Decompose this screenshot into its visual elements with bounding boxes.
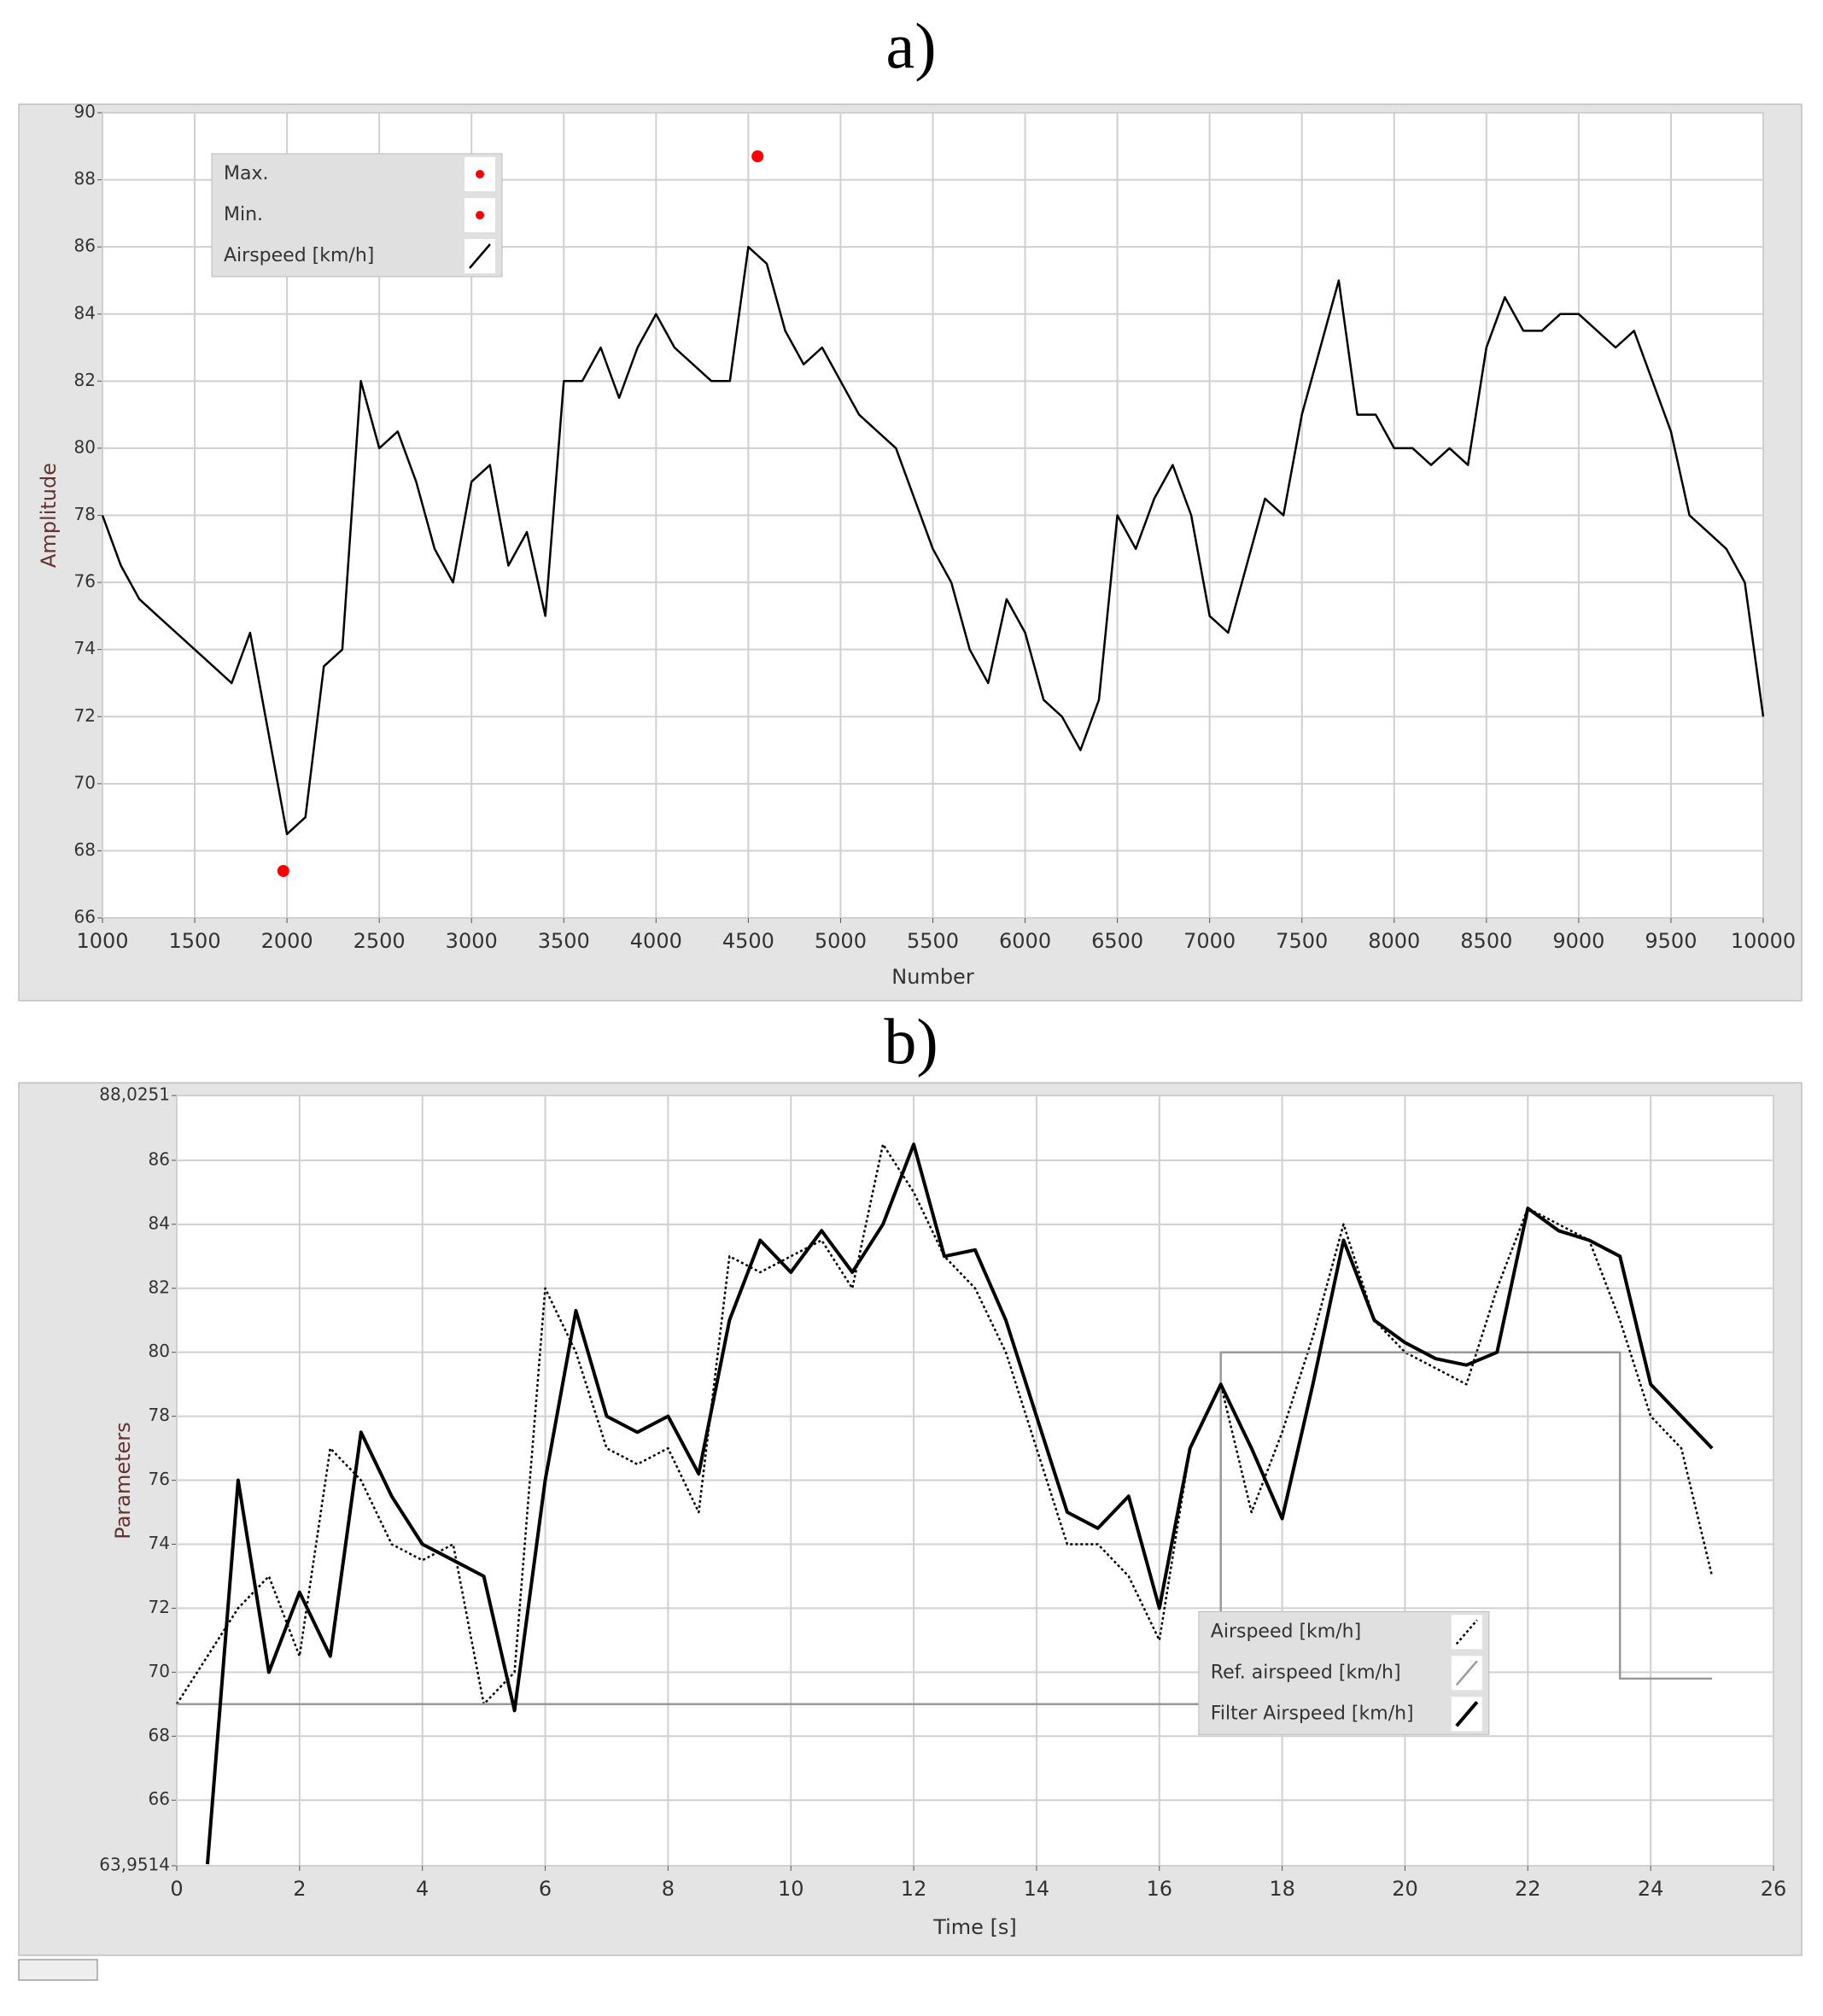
series-line bbox=[101, 245, 1765, 836]
y-tick-label: 76 bbox=[74, 571, 96, 592]
series-line bbox=[175, 1142, 1714, 1706]
legend-swatch bbox=[476, 170, 484, 178]
y-axis-label: Parameters bbox=[111, 1422, 135, 1539]
legend-swatch bbox=[476, 211, 484, 219]
y-tick-label: 76 bbox=[149, 1469, 170, 1489]
x-tick-label: 24 bbox=[1638, 1877, 1664, 1901]
legend-swatch bbox=[469, 243, 491, 269]
button[interactable] bbox=[18, 1959, 98, 1981]
x-tick-label: 2 bbox=[293, 1877, 306, 1901]
y-tick-label: 74 bbox=[149, 1533, 170, 1553]
series-line bbox=[206, 1142, 1714, 1865]
chart-title: b) bbox=[884, 1006, 938, 1078]
y-tick-label: 86 bbox=[74, 236, 96, 256]
x-tick-label: 7000 bbox=[1183, 929, 1236, 953]
x-tick-label: 14 bbox=[1024, 1877, 1050, 1901]
y-tick-label: 70 bbox=[149, 1661, 170, 1681]
x-tick-label: 3500 bbox=[538, 929, 590, 953]
x-tick-label: 9500 bbox=[1645, 929, 1697, 953]
x-tick-label: 6 bbox=[539, 1877, 552, 1901]
chart-title: a) bbox=[885, 10, 936, 82]
y-tick-label: 86 bbox=[149, 1148, 170, 1169]
x-tick-label: 22 bbox=[1515, 1877, 1541, 1901]
legend-label: Filter Airspeed [km/h] bbox=[1211, 1703, 1414, 1724]
x-tick-label: 1500 bbox=[169, 929, 221, 953]
x-tick-label: 6000 bbox=[999, 929, 1051, 953]
y-tick-label: 78 bbox=[149, 1405, 170, 1425]
y-tick-label: 82 bbox=[149, 1277, 170, 1297]
y-tick-label: 78 bbox=[74, 504, 96, 524]
y-tick-label: 74 bbox=[74, 638, 96, 658]
extreme-marker bbox=[277, 864, 289, 877]
legend-label: Max. bbox=[224, 163, 268, 184]
x-tick-label: 4500 bbox=[722, 929, 774, 953]
x-tick-label: 4000 bbox=[630, 929, 682, 953]
x-tick-label: 5000 bbox=[815, 929, 867, 953]
x-tick-label: 8500 bbox=[1460, 929, 1512, 953]
y-tick-label: 68 bbox=[74, 839, 96, 860]
legend-swatch bbox=[1455, 1660, 1478, 1686]
legend-label: Airspeed [km/h] bbox=[1211, 1621, 1361, 1642]
y-tick-label: 82 bbox=[74, 370, 96, 390]
legend-label: Ref. airspeed [km/h] bbox=[1211, 1662, 1401, 1683]
y-tick-label: 84 bbox=[149, 1213, 170, 1233]
x-axis-label: Time [s] bbox=[932, 1915, 1017, 1939]
x-tick-label: 6500 bbox=[1091, 929, 1143, 953]
y-axis-label: Amplitude bbox=[37, 463, 61, 568]
legend-label: Airspeed [km/h] bbox=[224, 245, 374, 266]
y-tick-label: 88 bbox=[74, 168, 96, 189]
x-tick-label: 16 bbox=[1146, 1877, 1172, 1901]
legend-swatch bbox=[1455, 1701, 1479, 1727]
y-tick-label: 88,0251 bbox=[99, 1084, 170, 1105]
legend-swatch bbox=[1455, 1619, 1478, 1645]
y-tick-label: 66 bbox=[149, 1789, 170, 1809]
y-tick-label: 80 bbox=[74, 436, 96, 457]
x-tick-label: 1000 bbox=[76, 929, 128, 953]
y-tick-label: 68 bbox=[149, 1725, 170, 1745]
x-tick-label: 0 bbox=[170, 1877, 183, 1901]
y-tick-label: 80 bbox=[149, 1341, 170, 1361]
y-tick-label: 72 bbox=[74, 705, 96, 726]
x-tick-label: 20 bbox=[1392, 1877, 1418, 1901]
x-tick-label: 10 bbox=[778, 1877, 804, 1901]
x-tick-label: 2500 bbox=[353, 929, 406, 953]
legend-box bbox=[211, 153, 503, 278]
legend-box bbox=[1198, 1610, 1490, 1735]
x-tick-label: 18 bbox=[1269, 1877, 1295, 1901]
y-tick-label: 72 bbox=[149, 1597, 170, 1617]
y-tick-label: 66 bbox=[74, 907, 96, 927]
y-tick-label: 70 bbox=[74, 772, 96, 792]
legend-label: Min. bbox=[224, 204, 263, 225]
x-tick-label: 8000 bbox=[1368, 929, 1420, 953]
x-tick-label: 8 bbox=[662, 1877, 675, 1901]
y-tick-label: 90 bbox=[74, 102, 96, 122]
x-tick-label: 3000 bbox=[446, 929, 498, 953]
y-tick-label: 63,9514 bbox=[99, 1855, 170, 1875]
x-tick-label: 26 bbox=[1761, 1877, 1787, 1901]
x-tick-label: 2000 bbox=[261, 929, 313, 953]
extreme-marker bbox=[751, 150, 764, 163]
y-tick-label: 84 bbox=[74, 302, 96, 323]
x-tick-label: 12 bbox=[901, 1877, 927, 1901]
x-tick-label: 7500 bbox=[1276, 929, 1328, 953]
x-tick-label: 9000 bbox=[1552, 929, 1604, 953]
x-tick-label: 5500 bbox=[907, 929, 959, 953]
x-tick-label: 10000 bbox=[1731, 929, 1796, 953]
x-tick-label: 4 bbox=[416, 1877, 429, 1901]
x-axis-label: Number bbox=[891, 965, 974, 989]
